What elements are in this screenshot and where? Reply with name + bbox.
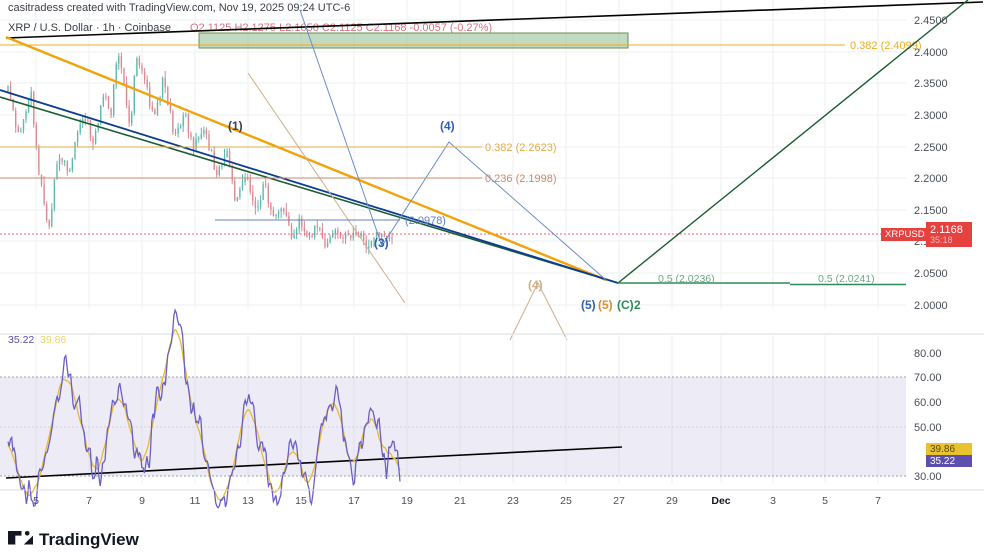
svg-text:TradingView: TradingView — [39, 530, 140, 549]
svg-text:50.00: 50.00 — [914, 422, 942, 434]
svg-text:60.00: 60.00 — [914, 397, 942, 409]
svg-text:(C): (C) — [617, 298, 634, 312]
svg-text:(2.0978): (2.0978) — [405, 215, 446, 227]
svg-text:7: 7 — [86, 495, 92, 507]
svg-text:0.236 (2.1998): 0.236 (2.1998) — [485, 173, 557, 185]
svg-text:2.4500: 2.4500 — [914, 15, 948, 27]
svg-text:2.0500: 2.0500 — [914, 268, 948, 280]
svg-text:17: 17 — [348, 495, 360, 507]
svg-text:0.5 (2.0241): 0.5 (2.0241) — [818, 273, 875, 285]
svg-text:29: 29 — [666, 495, 678, 507]
svg-text:35.22: 35.22 — [930, 456, 955, 467]
svg-text:2.0000: 2.0000 — [914, 300, 948, 312]
svg-text:5: 5 — [822, 495, 828, 507]
svg-text:(5): (5) — [598, 298, 613, 312]
svg-text:2.4000: 2.4000 — [914, 47, 948, 59]
svg-text:2.2500: 2.2500 — [914, 142, 948, 154]
svg-text:27: 27 — [613, 495, 625, 507]
svg-text:3: 3 — [770, 495, 776, 507]
svg-text:(3): (3) — [374, 236, 389, 250]
svg-text:casitradess created with Tradi: casitradess created with TradingView.com… — [8, 2, 350, 14]
svg-text:19: 19 — [401, 495, 413, 507]
svg-text:35:18: 35:18 — [930, 235, 953, 245]
svg-text:35.22: 35.22 — [8, 334, 34, 346]
svg-text:(1): (1) — [228, 119, 243, 133]
svg-text:O2.1125 H2.1275 L2.1050 C2.112: O2.1125 H2.1275 L2.1050 C2.1125 C2.1168 … — [190, 22, 492, 34]
svg-text:9: 9 — [139, 495, 145, 507]
svg-text:2.3500: 2.3500 — [914, 78, 948, 90]
svg-text:80.00: 80.00 — [914, 348, 942, 360]
svg-text:70.00: 70.00 — [914, 372, 942, 384]
svg-text:(4): (4) — [440, 119, 455, 133]
svg-text:39.86: 39.86 — [930, 444, 955, 455]
svg-text:21: 21 — [454, 495, 466, 507]
svg-text:15: 15 — [295, 495, 307, 507]
svg-text:2: 2 — [634, 298, 641, 312]
svg-text:0.5 (2.0236): 0.5 (2.0236) — [658, 273, 715, 285]
svg-text:(5): (5) — [581, 298, 596, 312]
svg-text:Dec: Dec — [711, 495, 730, 507]
svg-text:XRPUSD: XRPUSD — [885, 229, 925, 240]
svg-text:25: 25 — [560, 495, 572, 507]
svg-text:13: 13 — [242, 495, 254, 507]
svg-text:11: 11 — [190, 495, 201, 507]
svg-text:30.00: 30.00 — [914, 471, 942, 483]
svg-text:7: 7 — [875, 495, 881, 507]
svg-text:(4): (4) — [528, 278, 543, 292]
svg-text:2.1500: 2.1500 — [914, 205, 948, 217]
svg-text:2.2000: 2.2000 — [914, 173, 948, 185]
svg-text:5: 5 — [33, 495, 39, 507]
svg-text:39.86: 39.86 — [40, 334, 66, 346]
svg-text:2.3000: 2.3000 — [914, 110, 948, 122]
svg-text:23: 23 — [507, 495, 519, 507]
svg-text:0.382 (2.2623): 0.382 (2.2623) — [485, 142, 557, 154]
